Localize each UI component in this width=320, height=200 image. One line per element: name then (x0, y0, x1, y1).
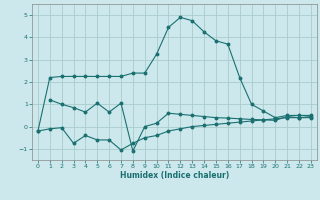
X-axis label: Humidex (Indice chaleur): Humidex (Indice chaleur) (120, 171, 229, 180)
